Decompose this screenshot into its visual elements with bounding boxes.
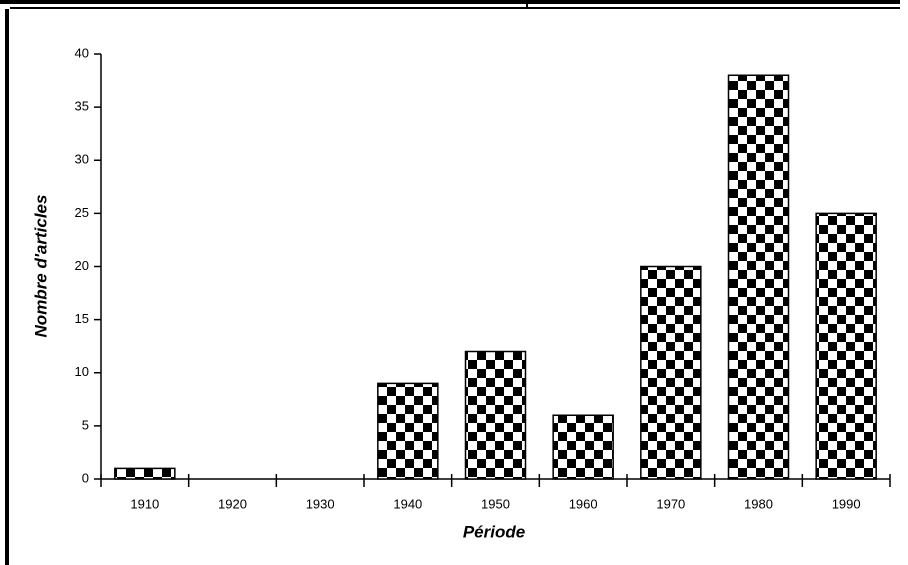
y-tick-label: 10: [75, 364, 89, 379]
y-tick-label: 15: [75, 311, 89, 326]
y-tick-label: 0: [82, 470, 89, 485]
x-tick-label: 1920: [218, 496, 247, 511]
bar: [464, 350, 527, 480]
x-tick-label: 1960: [569, 496, 598, 511]
frame-top: [0, 0, 900, 4]
y-tick-label: 30: [75, 152, 89, 167]
bar: [727, 74, 790, 480]
x-tick-label: 1970: [656, 496, 685, 511]
y-tick-label: 40: [75, 45, 89, 60]
frame-mark: [526, 0, 528, 8]
frame-left: [5, 9, 9, 565]
bar: [640, 265, 702, 480]
x-tick-label: 1910: [130, 496, 159, 511]
x-tick-label: 1950: [481, 496, 510, 511]
y-tick-label: 5: [82, 417, 89, 432]
x-tick-label: 1930: [306, 496, 335, 511]
bar: [815, 212, 877, 480]
y-tick-label: 20: [75, 258, 89, 273]
x-tick-label: 1990: [832, 496, 861, 511]
y-axis-title: Nombre d'articles: [31, 195, 50, 338]
x-tick-label: 1940: [393, 496, 422, 511]
x-tick-label: 1980: [744, 496, 773, 511]
bar: [377, 382, 439, 480]
bar: [552, 414, 614, 480]
x-axis-title: Période: [463, 522, 525, 541]
frame-top-inner: [10, 7, 900, 9]
y-tick-label: 25: [75, 205, 89, 220]
bar: [114, 467, 176, 480]
y-tick-label: 35: [75, 99, 89, 114]
